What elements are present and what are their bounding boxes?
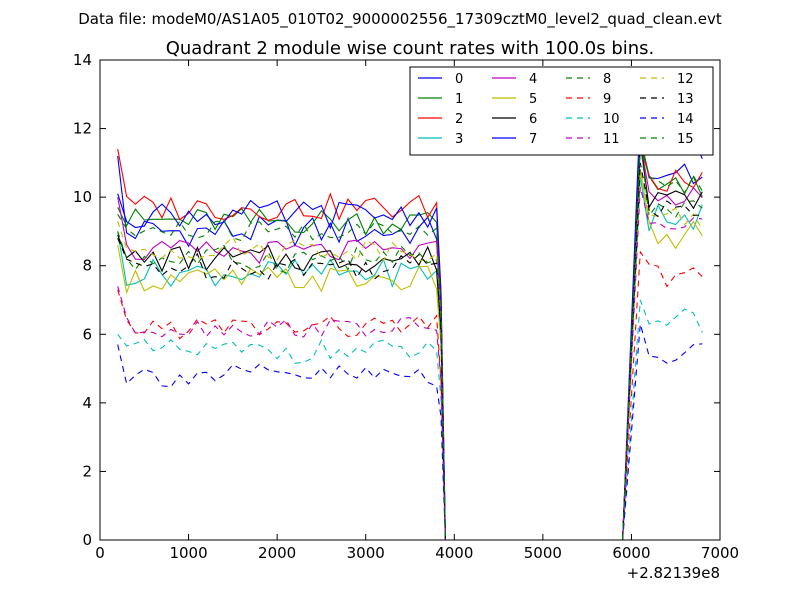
legend-label-11: 11 xyxy=(603,132,620,147)
y-tick-label: 4 xyxy=(82,394,92,412)
x-tick-label: 3000 xyxy=(347,544,385,562)
legend-label-9: 9 xyxy=(603,92,611,107)
y-tick-label: 14 xyxy=(73,51,92,69)
y-tick-label: 8 xyxy=(82,257,92,275)
legend-label-8: 8 xyxy=(603,72,611,87)
legend-label-13: 13 xyxy=(677,92,694,107)
x-tick-label: 0 xyxy=(95,544,105,562)
chart-title: Quadrant 2 module wise count rates with … xyxy=(166,38,655,59)
x-tick-label: 7000 xyxy=(701,544,739,562)
series-line-8 xyxy=(117,142,703,541)
y-tick-label: 10 xyxy=(73,188,92,206)
legend-box xyxy=(409,66,714,156)
y-tick-label: 6 xyxy=(82,325,92,343)
legend-label-15: 15 xyxy=(677,132,694,147)
x-tick-label: 4000 xyxy=(435,544,473,562)
legend-label-14: 14 xyxy=(677,112,694,127)
series-line-14 xyxy=(117,323,703,541)
legend-label-4: 4 xyxy=(529,72,537,87)
series-line-9 xyxy=(117,250,703,541)
legend-label-5: 5 xyxy=(529,92,537,107)
legend-label-7: 7 xyxy=(529,132,537,147)
chart-suptitle: Data file: modeM0/AS1A05_010T02_90000025… xyxy=(78,10,722,29)
legend-label-0: 0 xyxy=(455,72,463,87)
x-tick-label: 1000 xyxy=(169,544,207,562)
x-tick-label: 2000 xyxy=(258,544,296,562)
series-line-15 xyxy=(117,138,703,541)
series-layer xyxy=(117,107,703,541)
series-line-10 xyxy=(117,299,703,541)
plot-frame xyxy=(99,59,721,541)
x-offset-label: +2.82139e8 xyxy=(627,564,720,582)
legend-label-3: 3 xyxy=(455,132,463,147)
y-tick-label: 12 xyxy=(73,120,92,138)
y-tick-label: 0 xyxy=(82,531,92,549)
legend-label-2: 2 xyxy=(455,112,463,127)
legend-label-10: 10 xyxy=(603,112,620,127)
y-tick-label: 2 xyxy=(82,462,92,480)
legend-label-6: 6 xyxy=(529,112,537,127)
series-line-13 xyxy=(117,162,703,541)
x-tick-label: 5000 xyxy=(524,544,562,562)
legend-label-1: 1 xyxy=(455,92,463,107)
legend-label-12: 12 xyxy=(677,72,694,87)
x-tick-label: 6000 xyxy=(612,544,650,562)
